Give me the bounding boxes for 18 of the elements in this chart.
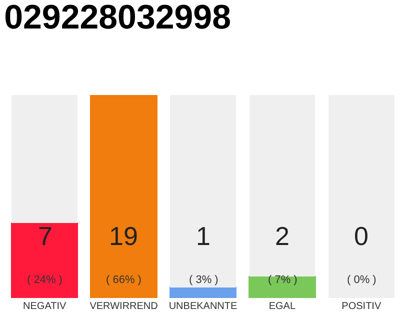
x-tick-label: POSITIV <box>342 301 382 312</box>
x-tick-label: NEGATIV <box>23 301 67 312</box>
data-label: 0 ( 0% ) <box>347 221 376 286</box>
x-tick-label: UNBEKANNTE <box>168 301 238 312</box>
bar <box>248 276 316 298</box>
bar <box>169 286 237 298</box>
bar <box>170 95 236 288</box>
x-tick-label: VERWIRREND <box>90 301 158 312</box>
chart-title: 029228032998 <box>4 0 232 37</box>
bar <box>10 222 78 298</box>
x-tick-label: EGAL <box>268 301 296 312</box>
bar <box>249 95 316 277</box>
data-label: 2 ( 7% ) <box>268 221 298 286</box>
data-label: 19 ( 66% ) <box>106 221 142 286</box>
data-label: 1 ( 3% ) <box>189 221 218 286</box>
bar <box>90 95 158 298</box>
data-label: 7 ( 24% ) <box>27 221 62 286</box>
bar <box>12 95 78 224</box>
